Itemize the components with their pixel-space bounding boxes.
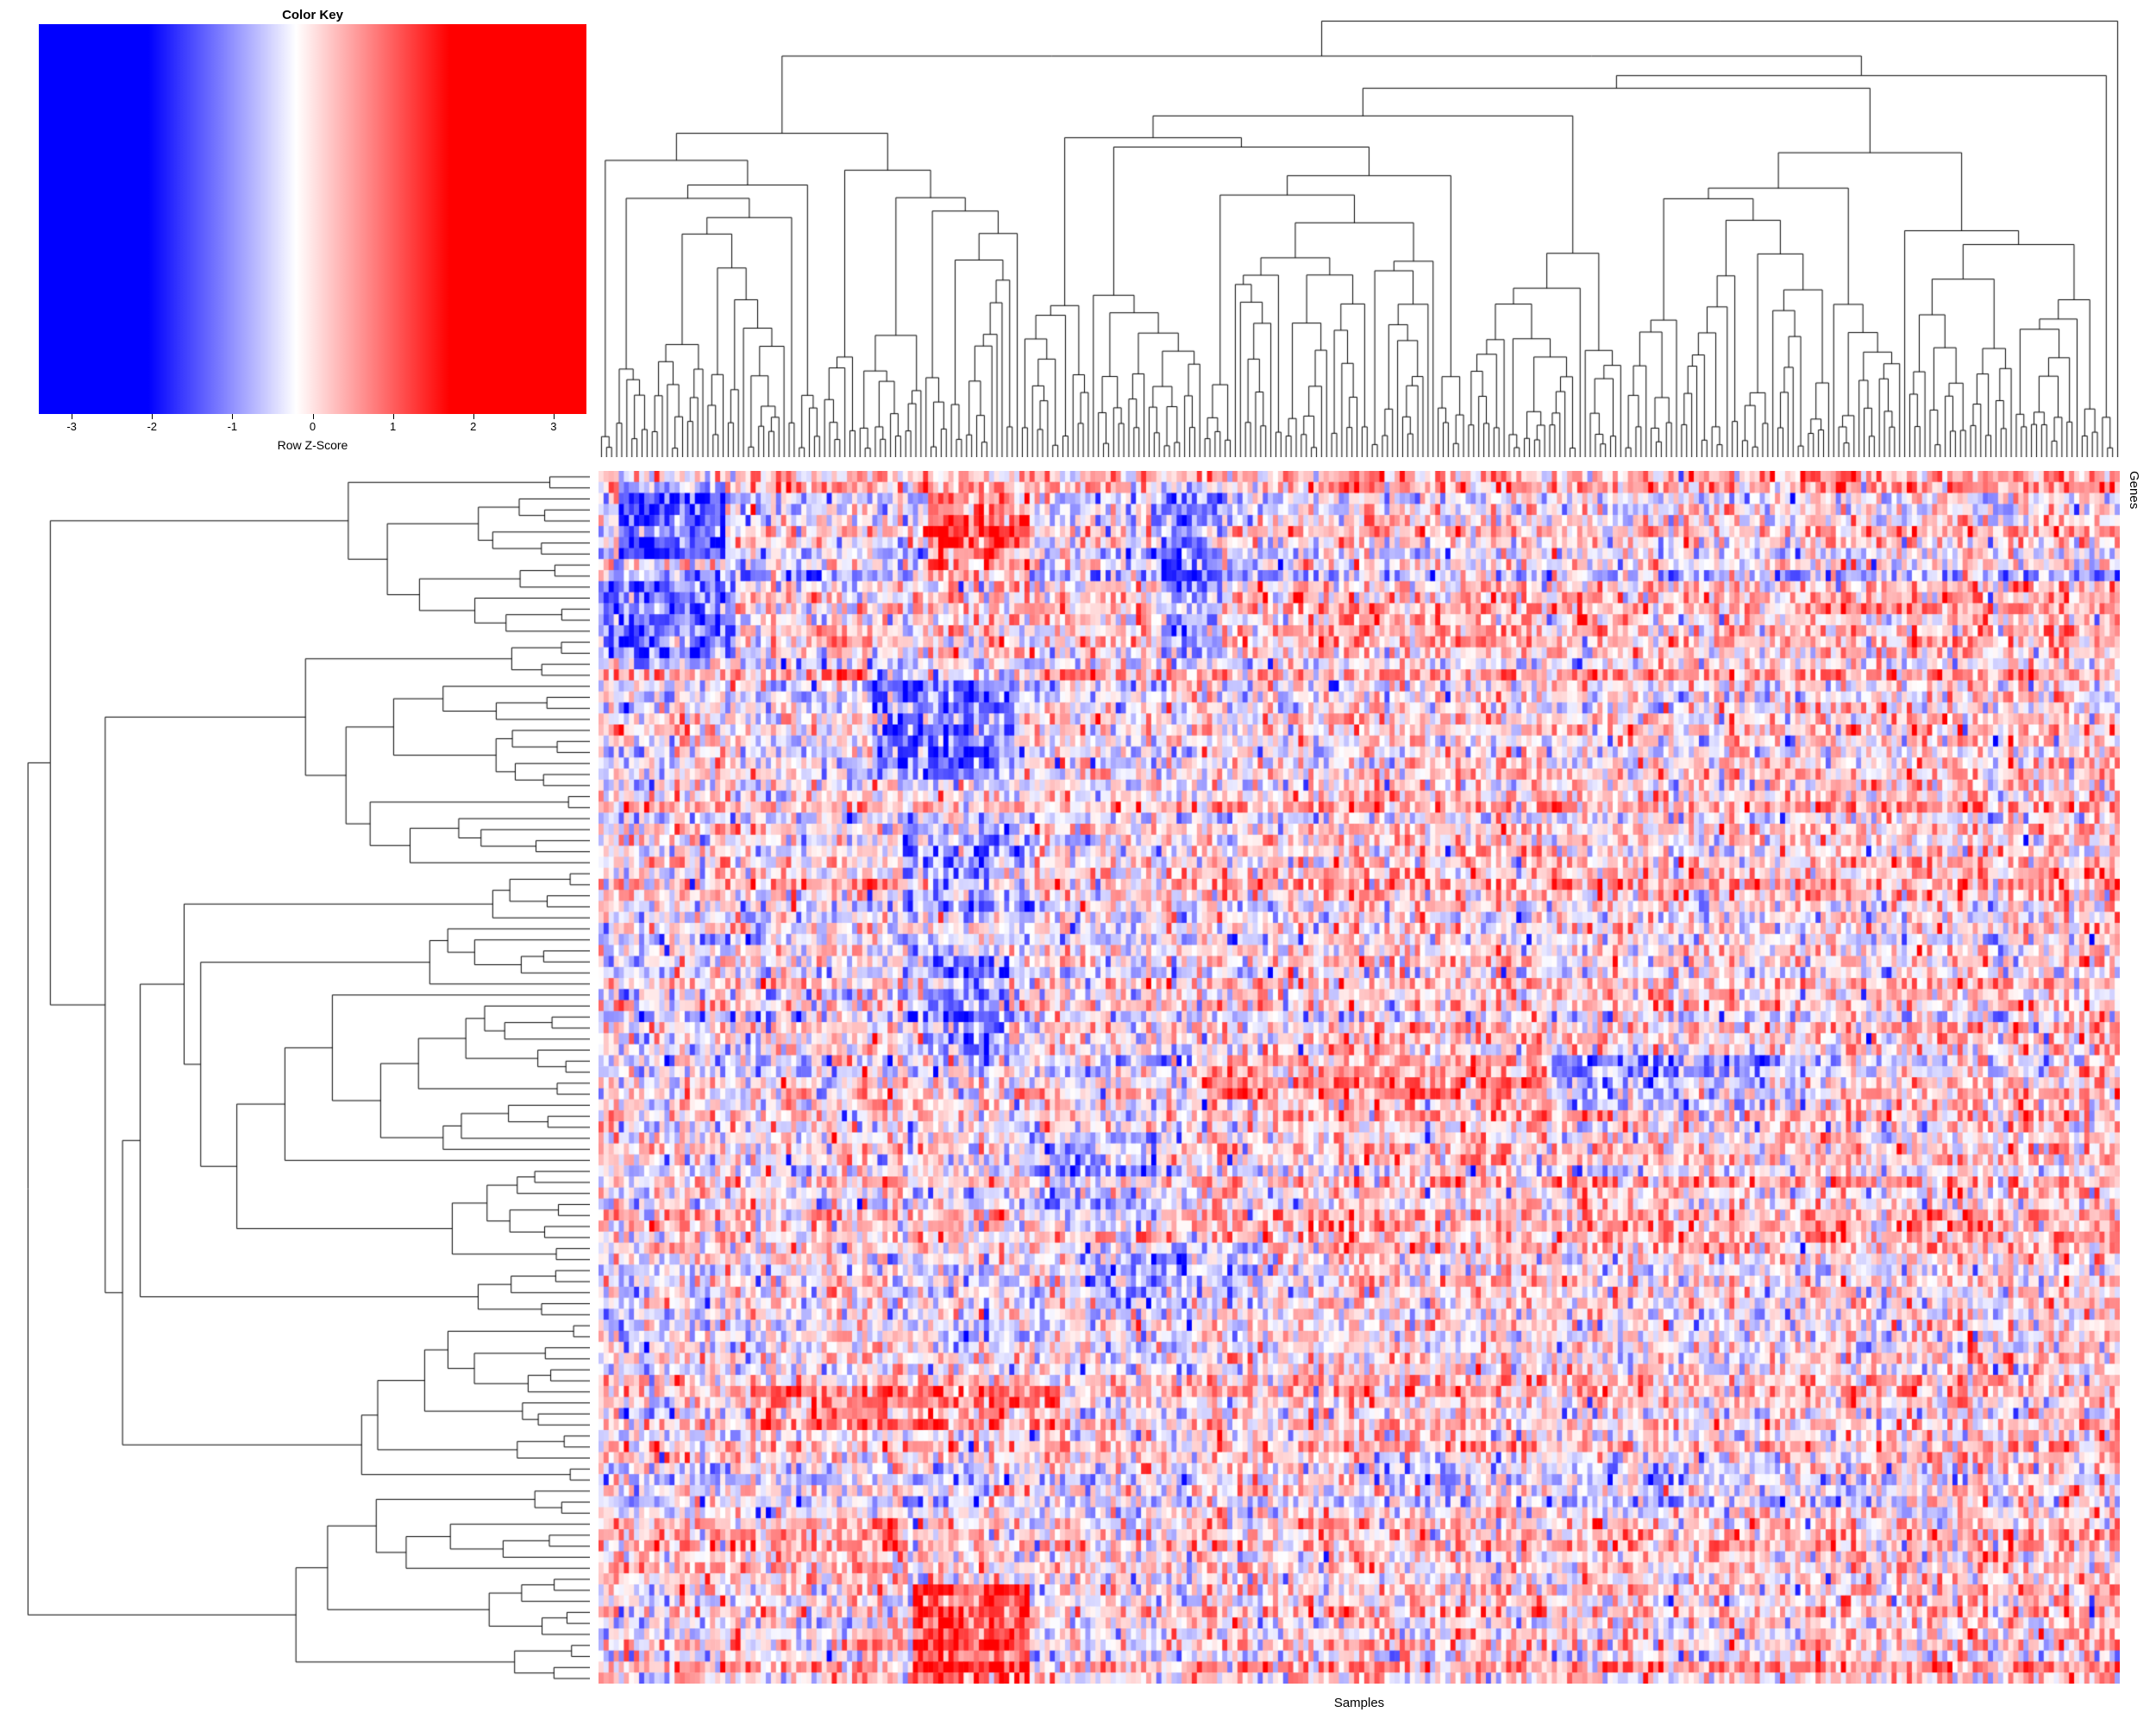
color-key-gradient: [39, 24, 586, 414]
color-key-tick-label: 0: [309, 420, 317, 433]
color-key-axis-label: Row Z-Score: [277, 438, 348, 452]
row-dendrogram: [21, 471, 590, 1684]
color-key-tick-label: -1: [227, 420, 238, 433]
color-key-tick-mark: [312, 414, 314, 419]
color-key-tick-label: -2: [147, 420, 158, 433]
color-key-axis: -3 -2 -1 0 1 2 3: [39, 414, 586, 436]
color-key-tick-mark: [473, 414, 474, 419]
color-key-tick-mark: [232, 414, 234, 419]
color-key: Color Key -3 -2 -1 0 1 2 3 Row Z-Score: [39, 7, 586, 452]
color-key-tick-mark: [553, 414, 555, 419]
color-key-tick-label: 3: [550, 420, 557, 433]
color-key-tick-mark: [392, 414, 394, 419]
color-key-tick-label: 2: [470, 420, 477, 433]
color-key-title: Color Key: [282, 8, 343, 22]
heatmap-canvas: [599, 471, 2120, 1684]
y-axis-label: Genes: [2127, 471, 2141, 510]
column-dendrogram: [599, 14, 2120, 457]
color-key-tick-label: 1: [390, 420, 397, 433]
x-axis-label: Samples: [1333, 1696, 1385, 1710]
color-key-tick-label: -3: [66, 420, 77, 433]
color-key-tick-mark: [152, 414, 154, 419]
